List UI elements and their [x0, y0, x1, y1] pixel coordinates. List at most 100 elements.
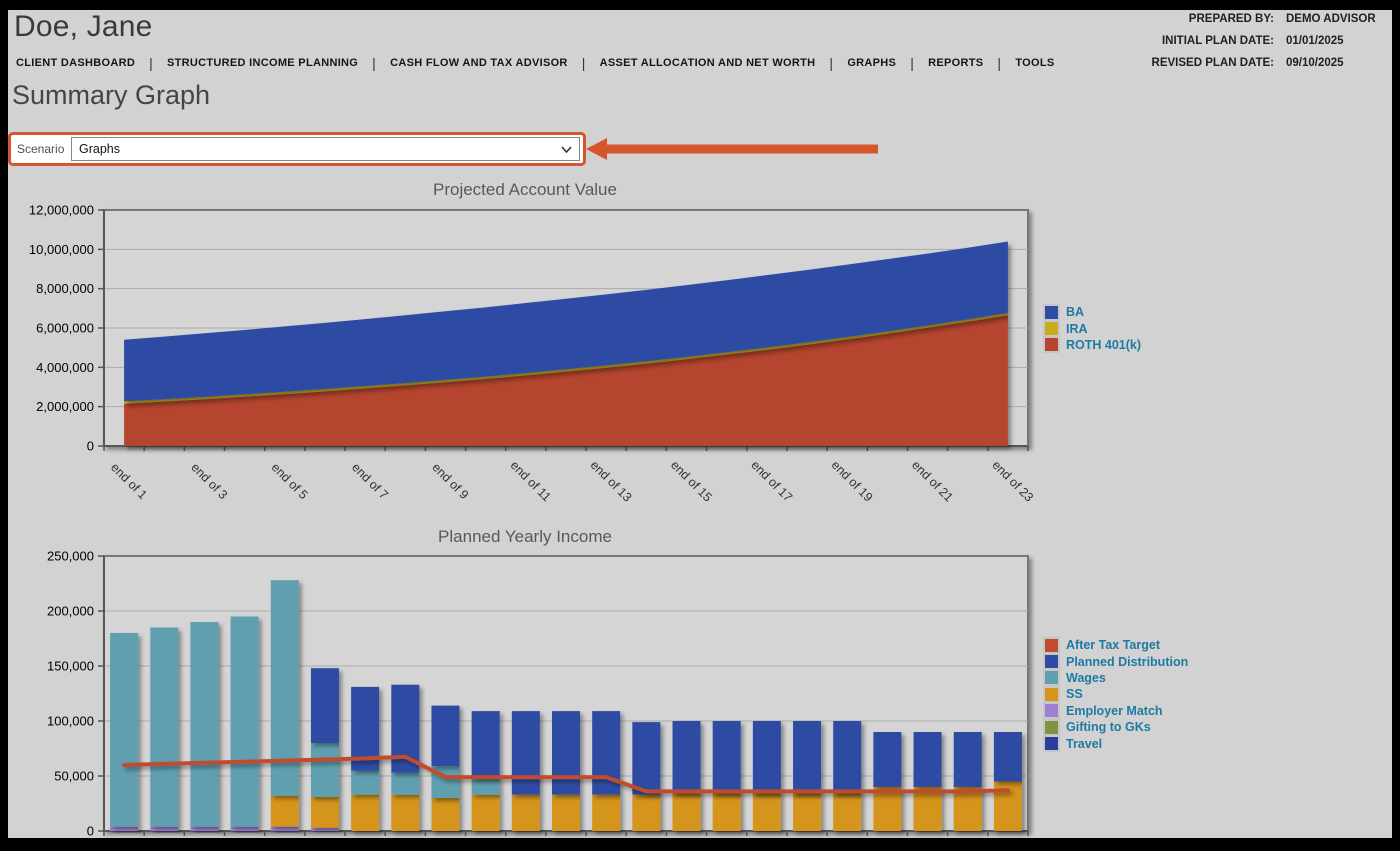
- bar-segment-planned-distribution: [953, 732, 982, 787]
- y-axis-tick-label: 10,000,000: [29, 242, 94, 257]
- legend-label: Travel: [1066, 736, 1103, 751]
- legend-item-employer-match: Employer Match: [1045, 703, 1188, 719]
- legend-item-ss: SS: [1045, 686, 1188, 702]
- bar-segment-employer-match: [310, 827, 339, 831]
- bar-segment-ss: [712, 793, 741, 831]
- bar-segment-ss: [310, 796, 339, 828]
- nav-item-tools[interactable]: TOOLS: [1015, 57, 1055, 69]
- x-axis-tick-label: end of 5: [269, 460, 311, 502]
- bar-segment-ss: [270, 795, 299, 827]
- bar-segment-ss: [431, 798, 460, 831]
- bar-segment-planned-distribution: [913, 732, 942, 787]
- stacked-bars: [110, 580, 1022, 831]
- yearly-income-legend: After Tax Target Planned Distribution Wage…: [1045, 637, 1188, 752]
- bar-segment-planned-distribution: [793, 721, 822, 794]
- nav-item-cash-flow-and-tax-advisor[interactable]: CASH FLOW AND TAX ADVISOR: [390, 57, 568, 69]
- y-axis-tick-label: 0: [87, 439, 94, 454]
- scenario-highlight-box: Scenario Graphs: [8, 132, 586, 166]
- projected-account-value-chart: 0 2,000,000 4,000,000 6,000,000 8,000,000 10,…: [29, 203, 1036, 505]
- y-axis-tick-label: 200,000: [47, 604, 94, 619]
- plan-meta: PREPARED BY: DEMO ADVISOR INITIAL PLAN D…: [1152, 13, 1388, 79]
- bar-segment-wages: [431, 766, 460, 798]
- bar-segment-ss: [391, 794, 420, 831]
- bar-segment-planned-distribution: [351, 686, 380, 771]
- x-axis-tick-label: end of 17: [748, 458, 795, 505]
- chevron-down-icon: [561, 145, 572, 153]
- nav-item-structured-income-planning[interactable]: STRUCTURED INCOME PLANNING: [167, 57, 359, 69]
- planned-yearly-income-chart: 0 50,000 100,000 150,000 200,000 250,000: [47, 549, 1029, 839]
- prepared-by-row: PREPARED BY: DEMO ADVISOR: [1152, 13, 1388, 35]
- bar-segment-planned-distribution: [752, 721, 781, 794]
- bar-segment-planned-distribution: [471, 711, 500, 779]
- bar-segment-ss: [632, 794, 661, 831]
- initial-plan-date-row: INITIAL PLAN DATE: 01/01/2025: [1152, 35, 1388, 57]
- bar-segment-wages: [230, 616, 259, 827]
- legend-item-travel: Travel: [1045, 735, 1188, 751]
- after-tax-target-line: [122, 754, 1010, 794]
- y-axis-tick-label: 100,000: [47, 714, 94, 729]
- bar-segment-planned-distribution: [592, 711, 621, 795]
- bar-segment-planned-distribution: [552, 711, 580, 795]
- bar-segment-employer-match: [230, 826, 259, 831]
- legend-item-gifting-to-gks: Gifting to GKs: [1045, 719, 1188, 735]
- nav-item-client-dashboard[interactable]: CLIENT DASHBOARD: [16, 57, 136, 69]
- plot-area: [103, 209, 1029, 447]
- prepared-by-label: PREPARED BY:: [1188, 13, 1274, 25]
- scenario-select[interactable]: Graphs: [71, 137, 580, 161]
- y-axis-tick-label: 0: [87, 824, 94, 839]
- legend-label: BA: [1066, 305, 1085, 320]
- prepared-by-value: DEMO ADVISOR: [1286, 13, 1376, 25]
- bar-segment-employer-match: [270, 826, 299, 831]
- nav-separator: |: [829, 55, 834, 71]
- legend-swatch: [1045, 704, 1058, 718]
- legend-swatch: [1045, 655, 1058, 669]
- legend-swatch: [1045, 720, 1058, 734]
- legend-label: Gifting to GKs: [1066, 720, 1151, 735]
- bar-segment-ss: [471, 794, 500, 831]
- bar-segment-ss: [953, 787, 982, 831]
- legend-label: ROTH 401(k): [1066, 337, 1142, 352]
- revised-plan-date-value: 09/10/2025: [1286, 57, 1344, 69]
- bar-segment-planned-distribution: [632, 722, 661, 795]
- bar-segment-planned-distribution: [310, 668, 339, 743]
- bar-segment-planned-distribution: [833, 721, 862, 794]
- chart-title-planned-yearly-income: Planned Yearly Income: [438, 527, 612, 546]
- x-axis-tick-label: end of 21: [909, 458, 956, 505]
- bar-segment-employer-match: [110, 826, 139, 831]
- nav-item-reports[interactable]: REPORTS: [928, 57, 984, 69]
- legend-item-ba: BA: [1045, 304, 1141, 320]
- bar-segment-ss: [793, 793, 822, 831]
- y-axis-tick-label: 4,000,000: [36, 360, 94, 375]
- y-axis-tick-label: 8,000,000: [36, 281, 94, 296]
- bar-segment-employer-match: [150, 826, 179, 831]
- legend-swatch: [1045, 338, 1058, 352]
- chart-title-projected-account-value: Projected Account Value: [433, 180, 617, 199]
- x-axis-tick-label: end of 1: [108, 460, 150, 502]
- legend-item-roth-401-k-: ROTH 401(k): [1045, 337, 1141, 353]
- bar-segment-wages: [110, 633, 139, 827]
- legend-item-ira: IRA: [1045, 320, 1141, 336]
- plot-area: [103, 555, 1029, 832]
- bar-segment-ss: [913, 787, 942, 831]
- scenario-selected-value: Graphs: [79, 142, 120, 156]
- legend-swatch: [1045, 322, 1058, 336]
- x-axis-tick-label: end of 15: [668, 458, 715, 505]
- legend-item-after-tax-target: After Tax Target: [1045, 637, 1188, 653]
- nav-separator: |: [372, 55, 377, 71]
- x-axis-tick-label: end of 7: [349, 460, 391, 502]
- bar-segment-planned-distribution: [511, 711, 540, 795]
- bar-segment-planned-distribution: [712, 721, 741, 794]
- bar-segment-ss: [552, 794, 580, 831]
- initial-plan-date-label: INITIAL PLAN DATE:: [1161, 35, 1274, 47]
- x-axis-tick-label: end of 9: [429, 460, 471, 502]
- bar-segment-wages: [471, 778, 500, 795]
- legend-item-wages: Wages: [1045, 670, 1188, 686]
- bar-segment-wages: [351, 770, 380, 795]
- scenario-label: Scenario: [17, 142, 65, 156]
- client-name: Doe, Jane: [14, 10, 153, 43]
- nav-item-asset-allocation-and-net-worth[interactable]: ASSET ALLOCATION AND NET WORTH: [599, 57, 816, 69]
- nav-item-graphs[interactable]: GRAPHS: [847, 57, 897, 69]
- bar-segment-wages: [391, 772, 420, 795]
- x-axis-tick-label: end of 23: [989, 458, 1036, 505]
